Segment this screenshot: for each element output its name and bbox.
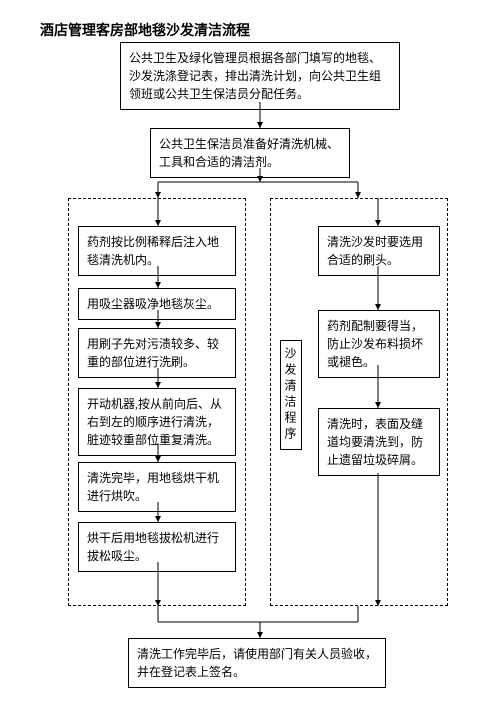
page-title: 酒店管理客房部地毯沙发清洁流程: [30, 20, 472, 40]
box-right3: 清洗时，表面及缝道均要清洗到，防止遗留垃圾碎屑。: [318, 408, 440, 476]
box-left5: 清洗完毕，用地毯烘干机进行烘吹。: [78, 462, 236, 512]
box-left2: 用吸尘器吸净地毯灰尘。: [78, 288, 236, 320]
box-top1: 公共卫生及绿化管理员根据各部门填写的地毯、沙发洗涤登记表，排出清洗计划，向公共卫…: [120, 42, 400, 110]
box-top2: 公共卫生保洁员准备好清洗机械、工具和合适的清洁剂。: [150, 128, 350, 178]
box-left4: 开动机器,按从前向后、从右到左的顺序进行清洗，脏迹较重部位重复清洗。: [78, 388, 236, 456]
box-right2: 药剂配制要得当，防止沙发布料损坏或褪色。: [318, 310, 440, 378]
box-left6: 烘干后用地毯拔松机进行拔松吸尘。: [78, 522, 236, 572]
vertical-label: 沙发清洁程序: [280, 340, 302, 450]
box-right1: 清洗沙发时要选用合适的刷头。: [318, 226, 440, 276]
box-bottom: 清洗工作完毕后，请使用部门有关人员验收，并在登记表上签名。: [128, 638, 386, 688]
box-left3: 用刷子先对污渍较多、较重的部位进行洗刷。: [78, 328, 236, 378]
box-left1: 药剂按比例稀释后注入地毯清洗机内。: [78, 226, 236, 276]
